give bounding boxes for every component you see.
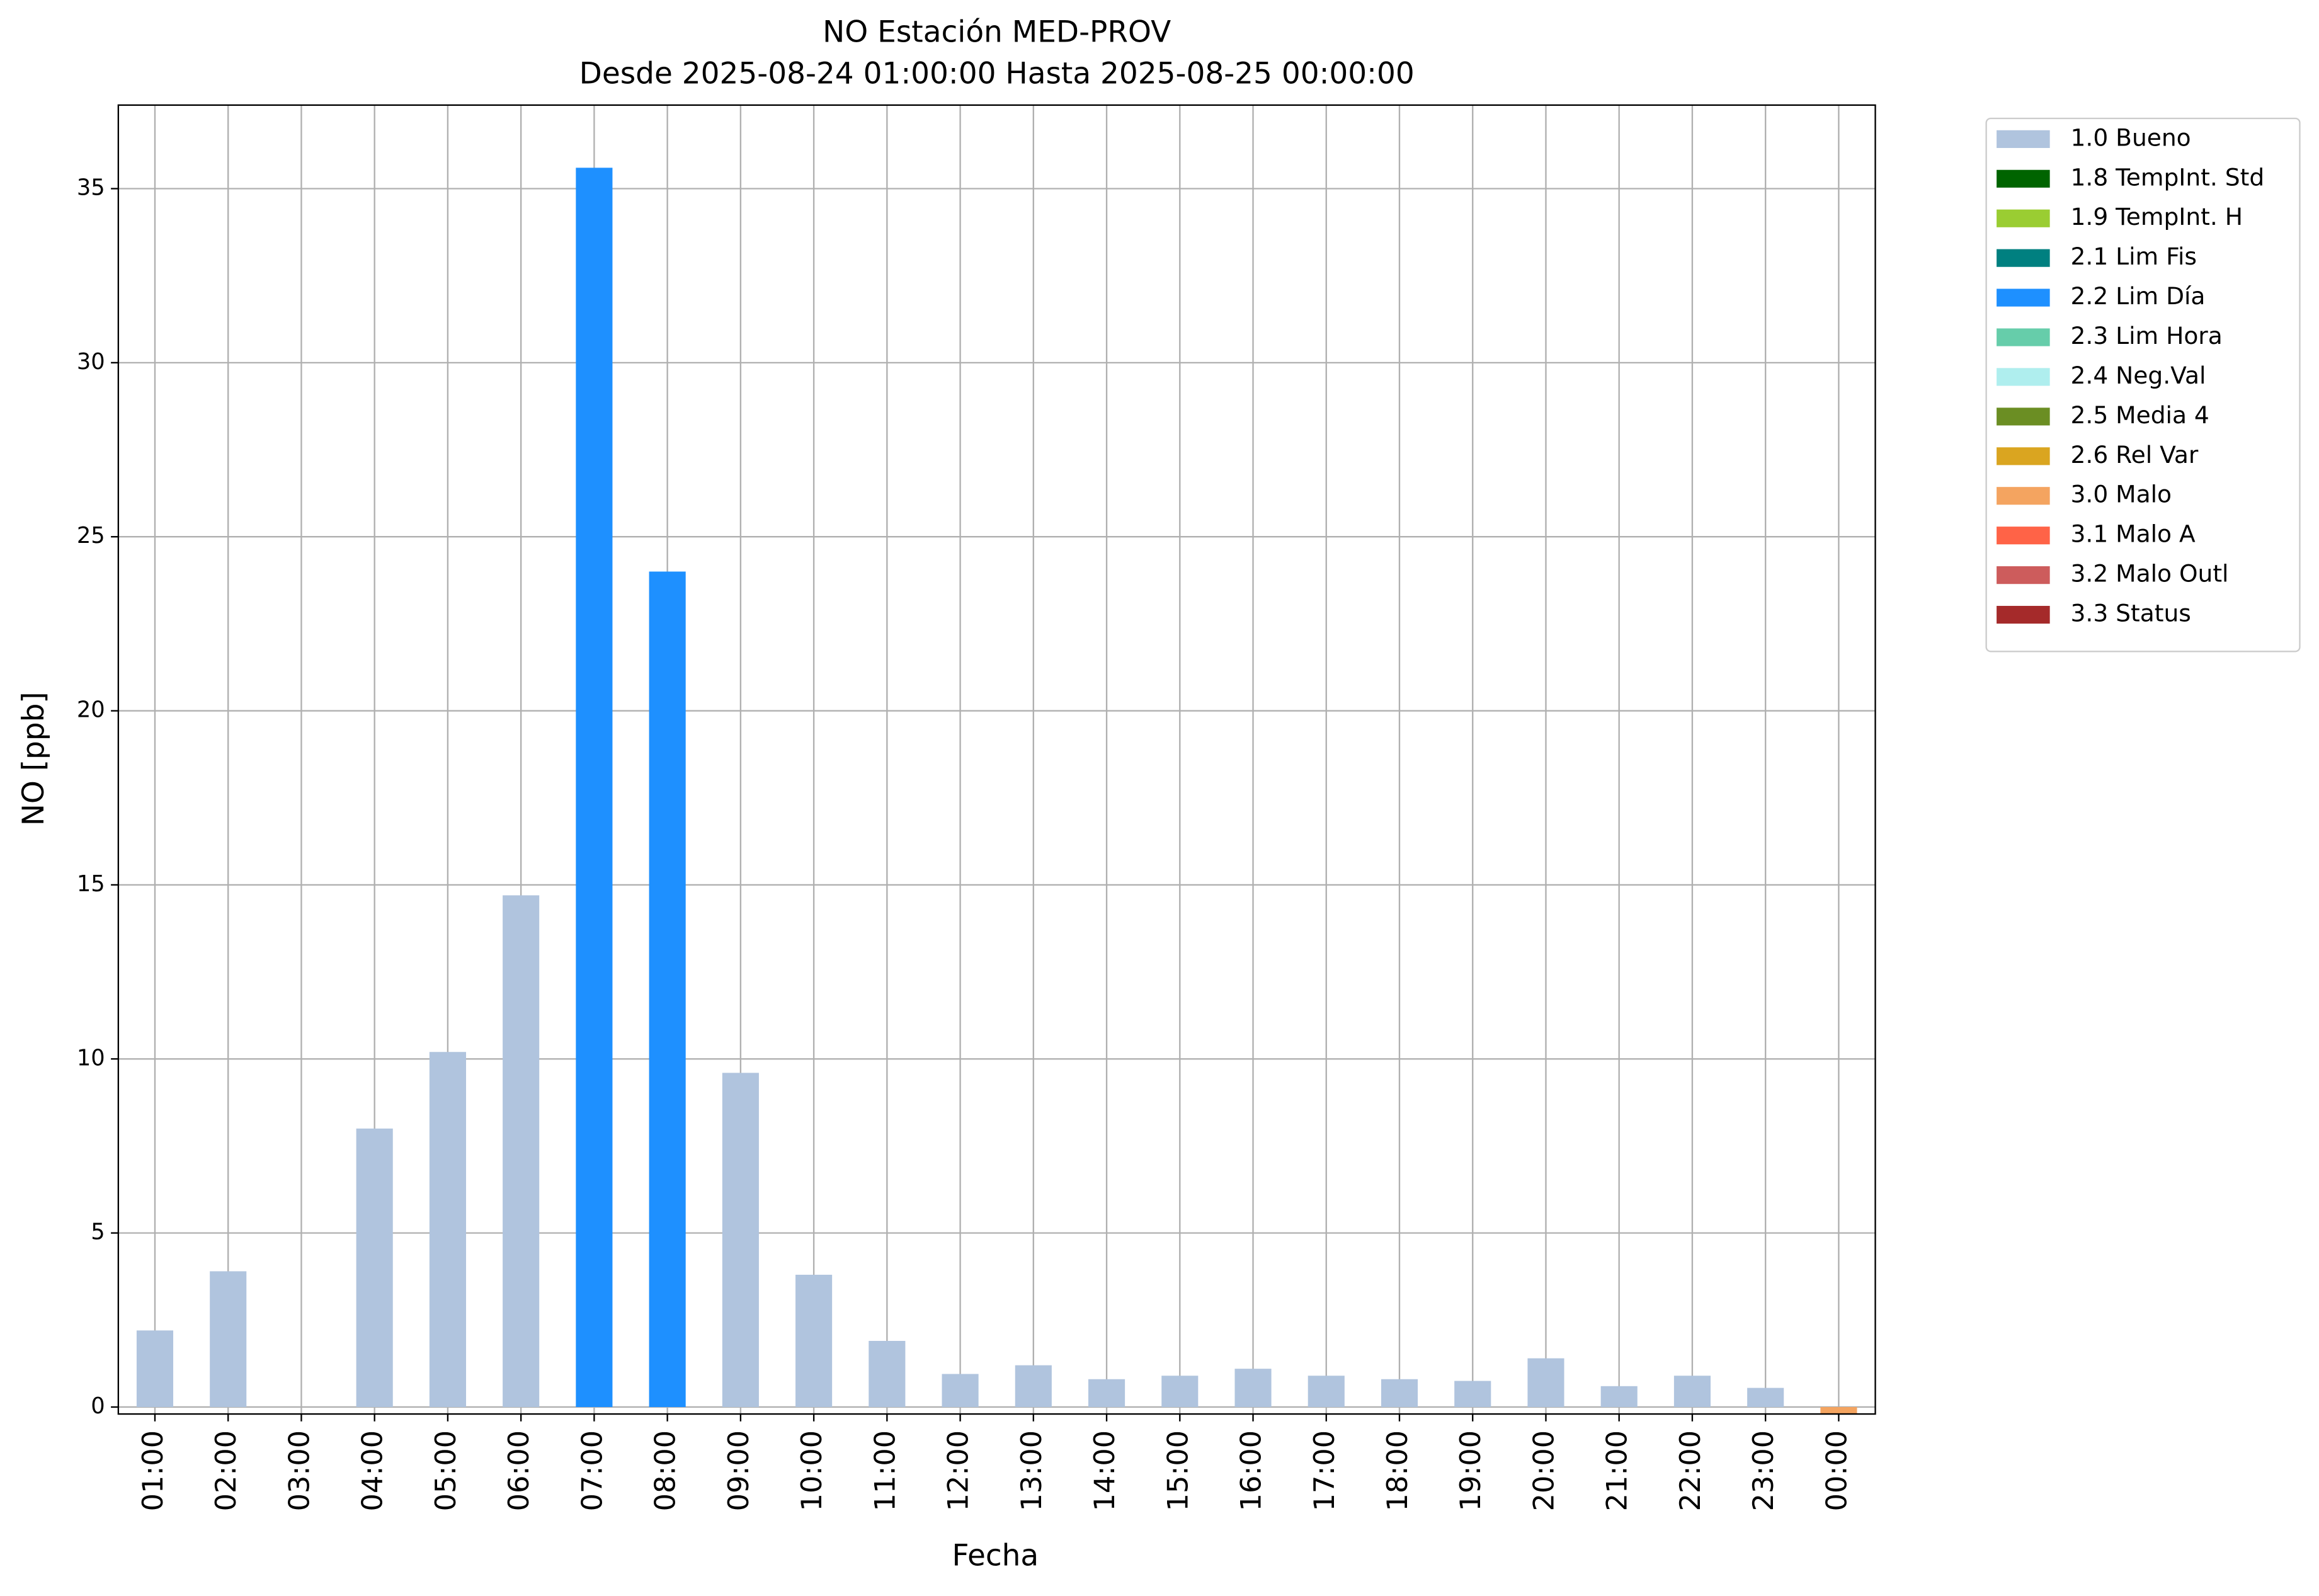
x-tick-label: 16:00 xyxy=(1235,1430,1268,1512)
bar xyxy=(1820,1406,1857,1415)
chart-title: NO Estación MED-PROV xyxy=(823,15,1171,50)
x-tick-label: 08:00 xyxy=(649,1430,682,1512)
x-tick-label: 13:00 xyxy=(1015,1430,1048,1512)
bar xyxy=(869,1340,906,1407)
x-tick-label: 17:00 xyxy=(1308,1430,1341,1512)
bar xyxy=(1161,1376,1199,1407)
x-axis-label: Fecha xyxy=(952,1538,1039,1573)
x-tick-label: 03:00 xyxy=(283,1430,316,1512)
legend-swatch xyxy=(1997,566,2050,584)
legend-label: 1.8 TempInt. Std xyxy=(2071,163,2265,191)
x-tick-label: 18:00 xyxy=(1381,1430,1414,1512)
y-tick-label: 0 xyxy=(91,1393,105,1419)
bar xyxy=(1747,1388,1784,1407)
legend-label: 2.6 Rel Var xyxy=(2071,441,2199,469)
x-tick-label: 01:00 xyxy=(137,1430,169,1512)
bar xyxy=(1381,1379,1418,1407)
x-tick-label: 21:00 xyxy=(1601,1430,1634,1512)
bar xyxy=(1308,1376,1345,1407)
legend-label: 1.0 Bueno xyxy=(2071,123,2191,151)
x-tick-label: 09:00 xyxy=(722,1430,755,1512)
y-tick-label: 35 xyxy=(77,175,105,201)
bar xyxy=(136,1330,174,1407)
bar xyxy=(795,1274,833,1407)
legend-label: 1.9 TempInt. H xyxy=(2071,203,2243,231)
x-tick-label: 07:00 xyxy=(576,1430,608,1512)
legend-swatch xyxy=(1997,527,2050,545)
bar xyxy=(1234,1369,1272,1407)
legend-label: 2.1 Lim Fis xyxy=(2071,242,2197,270)
y-tick-label: 15 xyxy=(77,871,105,897)
legend-label: 2.5 Media 4 xyxy=(2071,401,2209,429)
legend-swatch xyxy=(1997,605,2050,624)
legend-swatch xyxy=(1997,447,2050,465)
x-tick-label: 20:00 xyxy=(1527,1430,1560,1512)
bar xyxy=(1600,1386,1638,1407)
chart-subtitle: Desde 2025-08-24 01:00:00 Hasta 2025-08-… xyxy=(579,56,1415,91)
x-tick-label: 05:00 xyxy=(430,1430,462,1512)
y-tick-label: 10 xyxy=(77,1045,105,1071)
legend-swatch xyxy=(1997,169,2050,188)
legend-swatch xyxy=(1997,209,2050,227)
legend-swatch xyxy=(1997,288,2050,307)
legend-box xyxy=(1985,117,2301,653)
x-tick-label: 11:00 xyxy=(869,1430,901,1512)
bar xyxy=(1527,1358,1564,1407)
x-tick-label: 00:00 xyxy=(1820,1430,1853,1512)
legend-label: 2.2 Lim Día xyxy=(2071,282,2206,310)
bar xyxy=(649,571,686,1407)
y-tick-label: 5 xyxy=(91,1219,105,1245)
y-tick-label: 20 xyxy=(77,697,105,723)
legend-swatch xyxy=(1997,328,2050,346)
x-tick-label: 19:00 xyxy=(1454,1430,1487,1512)
y-axis-label: NO [ppb] xyxy=(16,692,51,826)
y-tick-label: 25 xyxy=(77,523,105,549)
bar xyxy=(503,895,540,1407)
x-tick-label: 06:00 xyxy=(503,1430,535,1512)
legend-swatch xyxy=(1997,487,2050,505)
legend-label: 2.4 Neg.Val xyxy=(2071,362,2206,389)
legend-swatch xyxy=(1997,130,2050,148)
bar xyxy=(210,1271,247,1407)
legend-label: 3.2 Malo Outl xyxy=(2071,560,2229,588)
legend-swatch xyxy=(1997,368,2050,386)
bar xyxy=(942,1374,979,1407)
bar xyxy=(356,1128,393,1407)
legend-label: 3.0 Malo xyxy=(2071,481,2172,508)
bar xyxy=(722,1073,759,1407)
legend-label: 3.1 Malo A xyxy=(2071,520,2196,548)
x-tick-label: 04:00 xyxy=(356,1430,389,1512)
bar xyxy=(1015,1365,1052,1407)
x-tick-label: 10:00 xyxy=(795,1430,828,1512)
x-tick-label: 12:00 xyxy=(942,1430,975,1512)
legend-label: 2.3 Lim Hora xyxy=(2071,322,2223,350)
x-tick-label: 23:00 xyxy=(1747,1430,1780,1512)
x-tick-label: 14:00 xyxy=(1088,1430,1121,1512)
x-tick-label: 15:00 xyxy=(1161,1430,1194,1512)
bar xyxy=(576,168,613,1407)
bar xyxy=(1454,1381,1491,1407)
bar xyxy=(1673,1376,1711,1407)
plot-frame xyxy=(117,104,1876,1415)
bar xyxy=(429,1052,466,1407)
x-tick-label: 22:00 xyxy=(1674,1430,1707,1512)
x-tick-label: 02:00 xyxy=(210,1430,242,1512)
y-tick-label: 30 xyxy=(77,349,105,375)
bar xyxy=(1088,1379,1125,1407)
legend-swatch xyxy=(1997,249,2050,267)
legend-swatch xyxy=(1997,408,2050,426)
legend-label: 3.3 Status xyxy=(2071,600,2191,627)
